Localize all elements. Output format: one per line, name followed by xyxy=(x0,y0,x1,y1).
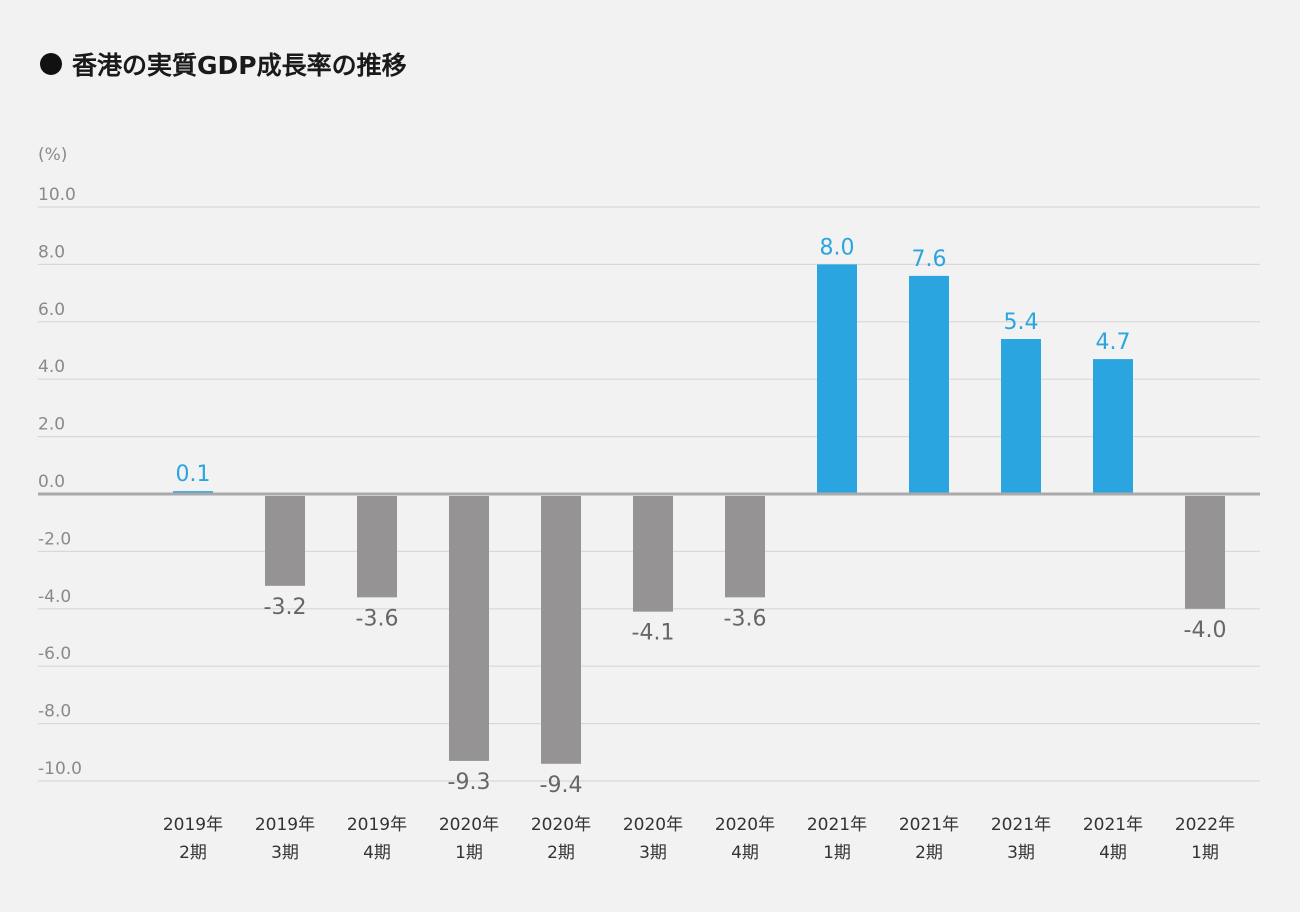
bar xyxy=(1093,359,1133,493)
x-tick-label-year: 2019年 xyxy=(255,815,315,835)
x-tick-label-year: 2021年 xyxy=(807,815,867,835)
data-label: -3.2 xyxy=(264,595,307,620)
bar xyxy=(817,264,857,493)
x-tick-label-year: 2021年 xyxy=(1083,815,1143,835)
x-tick-label-quarter: 4期 xyxy=(363,843,391,863)
bullet-icon xyxy=(40,53,62,75)
x-tick-label-quarter: 2期 xyxy=(547,843,575,863)
bar xyxy=(909,275,949,493)
x-tick-label-year: 2020年 xyxy=(623,815,683,835)
x-tick-label-year: 2019年 xyxy=(347,815,407,835)
bar xyxy=(633,496,673,612)
y-tick-label: 2.0 xyxy=(38,415,65,435)
data-label: -4.1 xyxy=(632,621,675,646)
x-tick-label-quarter: 1期 xyxy=(823,843,851,863)
y-tick-label: -2.0 xyxy=(38,529,71,549)
bar xyxy=(357,496,397,598)
y-tick-label: -10.0 xyxy=(38,759,82,779)
x-tick-label-year: 2022年 xyxy=(1175,815,1235,835)
y-tick-label: 0.0 xyxy=(38,472,65,492)
x-tick-label-quarter: 3期 xyxy=(271,843,299,863)
data-label: -9.3 xyxy=(448,770,491,795)
bar xyxy=(449,496,489,761)
x-tick-label-quarter: 2期 xyxy=(915,843,943,863)
bar xyxy=(265,496,305,586)
bar xyxy=(725,496,765,598)
data-label: 5.4 xyxy=(1004,310,1039,335)
x-tick-label-year: 2021年 xyxy=(899,815,959,835)
y-tick-label: -8.0 xyxy=(38,702,71,722)
x-tick-label-quarter: 3期 xyxy=(1007,843,1035,863)
y-tick-label: 4.0 xyxy=(38,357,65,377)
data-label: 0.1 xyxy=(176,462,211,487)
x-tick-label-year: 2020年 xyxy=(439,815,499,835)
x-tick-label-quarter: 4期 xyxy=(731,843,759,863)
y-tick-label: -4.0 xyxy=(38,587,71,607)
chart-title: 香港の実質GDP成長率の推移 xyxy=(40,46,407,82)
x-tick-label-year: 2021年 xyxy=(991,815,1051,835)
x-tick-label-quarter: 3期 xyxy=(639,843,667,863)
y-tick-label: -6.0 xyxy=(38,644,71,664)
x-tick-label-year: 2019年 xyxy=(163,815,223,835)
data-label: -3.6 xyxy=(724,606,767,631)
y-axis-unit-label: (%) xyxy=(38,145,67,165)
x-tick-label-year: 2020年 xyxy=(531,815,591,835)
y-tick-label: 6.0 xyxy=(38,300,65,320)
x-tick-label-year: 2020年 xyxy=(715,815,775,835)
bar xyxy=(541,496,581,764)
x-tick-label-quarter: 2期 xyxy=(179,843,207,863)
x-tick-label-quarter: 4期 xyxy=(1099,843,1127,863)
data-label: -4.0 xyxy=(1184,618,1227,643)
data-label: -9.4 xyxy=(540,773,583,798)
x-tick-label-quarter: 1期 xyxy=(455,843,483,863)
data-label: -3.6 xyxy=(356,606,399,631)
data-label: 7.6 xyxy=(912,247,947,272)
data-label: 8.0 xyxy=(820,235,855,260)
y-tick-label: 10.0 xyxy=(38,185,76,205)
data-label: 4.7 xyxy=(1096,330,1131,355)
y-tick-label: 8.0 xyxy=(38,242,65,262)
bar xyxy=(173,491,213,493)
x-tick-label-quarter: 1期 xyxy=(1191,843,1219,863)
bar xyxy=(1185,496,1225,609)
bar xyxy=(1001,339,1041,493)
chart-title-text: 香港の実質GDP成長率の推移 xyxy=(72,51,407,80)
